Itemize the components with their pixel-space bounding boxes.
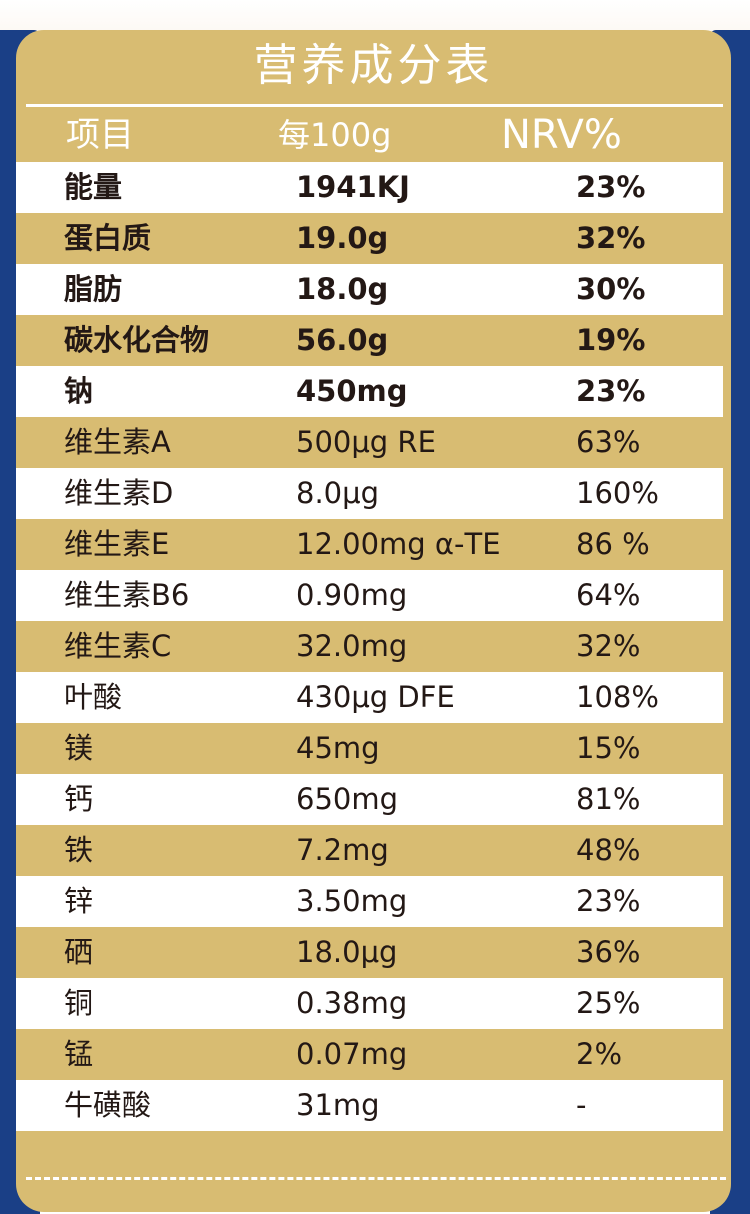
nutrient-name: 铁 (64, 833, 94, 867)
nutrition-rows: 能量 1941KJ 23% 蛋白质 19.0g 32% 脂肪 18.0g 30%… (16, 162, 731, 1131)
nutrient-nrv: 30% (576, 272, 646, 306)
table-row: 镁 45mg 15% (16, 723, 731, 774)
nutrient-name: 能量 (64, 170, 123, 204)
nutrient-name: 蛋白质 (64, 221, 152, 255)
nutrient-amount: 0.38mg (296, 986, 408, 1020)
nutrient-amount: 500μg RE (296, 425, 436, 459)
nutrient-amount: 19.0g (296, 221, 389, 255)
nutrient-amount: 1941KJ (296, 170, 410, 204)
table-row: 牛磺酸 31mg - (16, 1080, 731, 1131)
table-row: 锌 3.50mg 23% (16, 876, 731, 927)
header-nrv: NRV% (501, 112, 622, 158)
header-item: 项目 (66, 115, 134, 155)
nutrient-nrv: 2% (576, 1037, 623, 1071)
nutrient-name: 钠 (64, 374, 94, 408)
nutrient-name: 锰 (64, 1037, 94, 1071)
nutrient-amount: 0.90mg (296, 578, 408, 612)
nutrient-name: 镁 (64, 731, 94, 765)
nutrient-amount: 56.0g (296, 323, 389, 357)
header-per-100g: 每100g (278, 116, 392, 154)
nutrient-name: 硒 (64, 935, 94, 969)
table-row: 铁 7.2mg 48% (16, 825, 731, 876)
nutrient-nrv: 23% (576, 374, 646, 408)
nutrient-nrv: 36% (576, 935, 641, 969)
nutrient-nrv: 160% (576, 476, 659, 510)
nutrient-nrv: 86 % (576, 527, 650, 561)
nutrient-amount: 7.2mg (296, 833, 389, 867)
nutrient-nrv: 23% (576, 170, 646, 204)
nutrient-amount: 18.0μg (296, 935, 398, 969)
table-row: 硒 18.0μg 36% (16, 927, 731, 978)
table-row: 锰 0.07mg 2% (16, 1029, 731, 1080)
nutrient-name: 铜 (64, 986, 94, 1020)
nutrient-nrv: 81% (576, 782, 641, 816)
nutrient-amount: 3.50mg (296, 884, 408, 918)
nutrient-amount: 45mg (296, 731, 380, 765)
nutrient-nrv: 63% (576, 425, 641, 459)
nutrient-amount: 32.0mg (296, 629, 408, 663)
table-row: 维生素C 32.0mg 32% (16, 621, 731, 672)
title-divider (26, 104, 723, 107)
nutrient-nrv: 32% (576, 221, 646, 255)
nutrient-name: 牛磺酸 (64, 1088, 152, 1122)
nutrient-amount: 8.0μg (296, 476, 379, 510)
nutrient-nrv: 19% (576, 323, 646, 357)
nutrient-nrv: - (576, 1088, 587, 1122)
nutrient-amount: 450mg (296, 374, 408, 408)
nutrient-name: 维生素D (64, 476, 174, 510)
nutrient-amount: 12.00mg α-TE (296, 527, 501, 561)
dashed-divider (26, 1177, 726, 1180)
nutrient-nrv: 25% (576, 986, 641, 1020)
table-row: 叶酸 430μg DFE 108% (16, 672, 731, 723)
nutrient-amount: 0.07mg (296, 1037, 408, 1071)
table-row: 碳水化合物 56.0g 19% (16, 315, 731, 366)
nutrient-amount: 31mg (296, 1088, 380, 1122)
table-title: 营养成分表 (253, 40, 494, 91)
table-row: 钙 650mg 81% (16, 774, 731, 825)
nutrient-name: 叶酸 (64, 680, 123, 714)
table-row: 维生素A 500μg RE 63% (16, 417, 731, 468)
nutrition-panel: 营养成分表 项目 每100g NRV% 能量 1941KJ 23% 蛋白质 19… (16, 30, 731, 1212)
table-row: 钠 450mg 23% (16, 366, 731, 417)
nutrient-name: 维生素E (64, 527, 170, 561)
nutrient-nrv: 48% (576, 833, 641, 867)
nutrient-nrv: 108% (576, 680, 659, 714)
table-header: 项目 每100g NRV% (16, 110, 731, 160)
nutrient-nrv: 23% (576, 884, 641, 918)
nutrient-name: 维生素C (64, 629, 172, 663)
table-row: 脂肪 18.0g 30% (16, 264, 731, 315)
nutrient-name: 维生素A (64, 425, 171, 459)
nutrient-name: 锌 (64, 884, 94, 918)
table-row: 维生素B6 0.90mg 64% (16, 570, 731, 621)
nutrient-nrv: 32% (576, 629, 641, 663)
table-row: 维生素D 8.0μg 160% (16, 468, 731, 519)
nutrient-amount: 18.0g (296, 272, 389, 306)
table-row: 能量 1941KJ 23% (16, 162, 731, 213)
nutrient-nrv: 15% (576, 731, 641, 765)
nutrient-amount: 430μg DFE (296, 680, 455, 714)
nutrient-name: 脂肪 (64, 272, 123, 306)
table-row: 铜 0.38mg 25% (16, 978, 731, 1029)
table-row: 维生素E 12.00mg α-TE 86 % (16, 519, 731, 570)
nutrient-name: 维生素B6 (64, 578, 190, 612)
nutrient-name: 钙 (64, 782, 94, 816)
nutrient-amount: 650mg (296, 782, 399, 816)
nutrient-nrv: 64% (576, 578, 641, 612)
nutrient-name: 碳水化合物 (64, 323, 210, 357)
table-row: 蛋白质 19.0g 32% (16, 213, 731, 264)
